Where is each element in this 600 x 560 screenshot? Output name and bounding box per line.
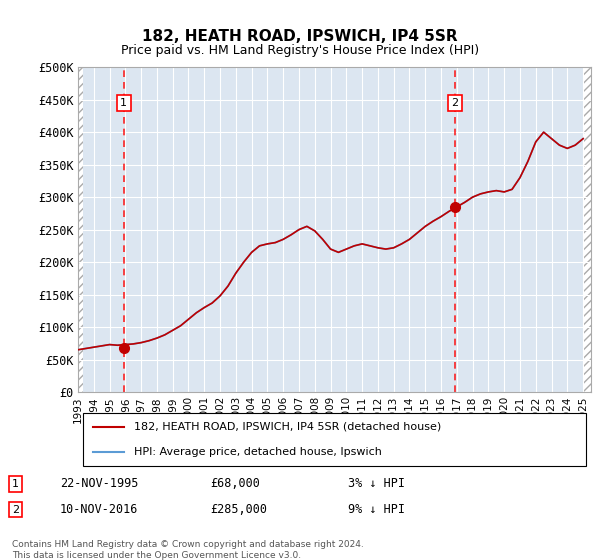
Bar [78, 67, 83, 392]
Text: £285,000: £285,000 [210, 503, 267, 516]
Text: 10-NOV-2016: 10-NOV-2016 [60, 503, 139, 516]
Text: Price paid vs. HM Land Registry's House Price Index (HPI): Price paid vs. HM Land Registry's House … [121, 44, 479, 57]
FancyBboxPatch shape [83, 413, 586, 466]
Text: HPI: Average price, detached house, Ipswich: HPI: Average price, detached house, Ipsw… [134, 447, 382, 457]
Text: 9% ↓ HPI: 9% ↓ HPI [348, 503, 405, 516]
Text: £68,000: £68,000 [210, 477, 260, 491]
Text: 3% ↓ HPI: 3% ↓ HPI [348, 477, 405, 491]
Text: Contains HM Land Registry data © Crown copyright and database right 2024.
This d: Contains HM Land Registry data © Crown c… [12, 540, 364, 560]
Bar [583, 67, 591, 392]
Text: 1: 1 [120, 98, 127, 108]
Text: 182, HEATH ROAD, IPSWICH, IP4 5SR: 182, HEATH ROAD, IPSWICH, IP4 5SR [142, 29, 458, 44]
Text: 2: 2 [451, 98, 458, 108]
Text: 2: 2 [12, 505, 19, 515]
Text: 182, HEATH ROAD, IPSWICH, IP4 5SR (detached house): 182, HEATH ROAD, IPSWICH, IP4 5SR (detac… [134, 422, 442, 432]
Text: 1: 1 [12, 479, 19, 489]
Text: 22-NOV-1995: 22-NOV-1995 [60, 477, 139, 491]
